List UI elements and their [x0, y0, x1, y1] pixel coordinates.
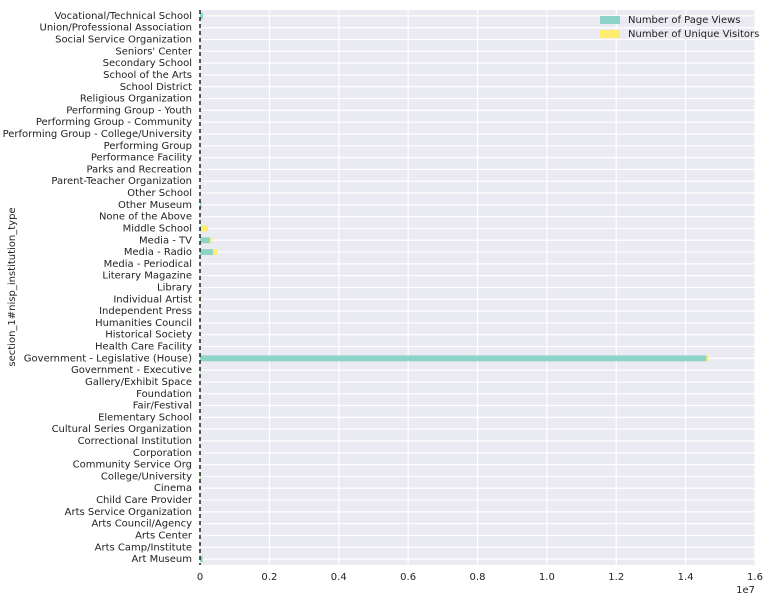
bar [200, 473, 201, 480]
y-tick-label: Seniors' Center [115, 46, 193, 57]
y-tick-label: Performing Group - Community [36, 117, 192, 128]
y-tick-label: Arts Center [135, 530, 193, 541]
y-tick-label: Performing Group - Youth [66, 105, 192, 116]
y-tick-label: Arts Camp/Institute [95, 542, 192, 553]
x-tick-label: 1.2 [608, 572, 624, 583]
x-tick-label: 1.0 [539, 572, 555, 583]
y-tick-label: Fair/Festival [133, 401, 192, 412]
bar [200, 12, 204, 19]
y-tick-label: Historical Society [105, 330, 192, 341]
y-tick-label: Corporation [133, 448, 192, 459]
y-tick-label: Child Care Provider [96, 495, 193, 506]
y-tick-label: Performing Group [104, 141, 192, 152]
y-tick-label: Social Service Organization [55, 35, 192, 46]
bar [200, 201, 202, 208]
legend-swatch [600, 16, 620, 24]
x-offset-label: 1e7 [736, 585, 755, 596]
y-tick-label: Parks and Recreation [87, 164, 192, 175]
x-tick-label: 0 [197, 572, 203, 583]
y-tick-label: School District [120, 82, 192, 93]
bar [200, 355, 707, 362]
y-tick-label: Government - Executive [71, 365, 192, 376]
y-tick-label: Literary Magazine [102, 271, 192, 282]
y-tick-label: College/University [101, 471, 192, 482]
x-tick-label: 0.4 [331, 572, 347, 583]
y-tick-label: Correctional Institution [78, 436, 192, 447]
y-tick-label: Arts Service Organization [65, 507, 192, 518]
y-tick-label: Art Museum [132, 554, 192, 565]
y-tick-label: Performing Group - College/University [3, 129, 193, 140]
bar [200, 556, 203, 563]
x-tick-label: 0.2 [261, 572, 277, 583]
y-tick-label: Community Service Org [73, 460, 192, 471]
bar [200, 237, 211, 244]
y-tick-label: Government - Legislative (House) [24, 353, 192, 364]
y-tick-label: Union/Professional Association [40, 23, 192, 34]
y-tick-label: Arts Council/Agency [91, 519, 192, 530]
y-tick-label: Religious Organization [80, 94, 192, 105]
bar [200, 249, 214, 256]
y-tick-label: Library [157, 283, 192, 294]
y-tick-label: Vocational/Technical School [54, 11, 192, 22]
y-tick-label: Media - TV [139, 235, 192, 246]
y-tick-label: Independent Press [99, 306, 192, 317]
x-tick-label: 0.6 [400, 572, 416, 583]
y-tick-label: Cinema [154, 483, 192, 494]
y-tick-label: Individual Artist [113, 294, 192, 305]
x-tick-label: 0.8 [470, 572, 486, 583]
y-tick-label: Humanities Council [95, 318, 192, 329]
y-tick-label: Media - Periodical [104, 259, 192, 270]
y-tick-label: Cultural Series Organization [52, 424, 192, 435]
bar [706, 355, 709, 362]
y-tick-label: Parent-Teacher Organization [51, 176, 192, 187]
y-axis-label: section_1#nisp_institution_type [7, 207, 18, 366]
x-tick-label: 1.4 [678, 572, 694, 583]
y-tick-label: Health Care Facility [95, 342, 192, 353]
y-tick-label: Elementary School [98, 412, 192, 423]
x-tick-label: 1.6 [747, 572, 763, 583]
y-tick-label: Foundation [136, 389, 192, 400]
y-tick-label: Media - Radio [124, 247, 192, 258]
bar [201, 225, 208, 232]
legend-label: Number of Unique Visitors [628, 29, 759, 40]
y-tick-label: Other Museum [118, 200, 192, 211]
y-tick-label: Secondary School [103, 58, 192, 69]
bar [213, 249, 217, 256]
y-tick-label: Performance Facility [91, 153, 192, 164]
y-tick-label: Gallery/Exhibit Space [85, 377, 192, 388]
legend-swatch [600, 30, 620, 38]
legend-label: Number of Page Views [628, 15, 741, 26]
bar [210, 237, 213, 244]
y-tick-label: School of the Arts [103, 70, 192, 81]
y-tick-label: None of the Above [99, 212, 192, 223]
y-tick-label: Middle School [123, 223, 192, 234]
y-tick-label: Other School [127, 188, 192, 199]
